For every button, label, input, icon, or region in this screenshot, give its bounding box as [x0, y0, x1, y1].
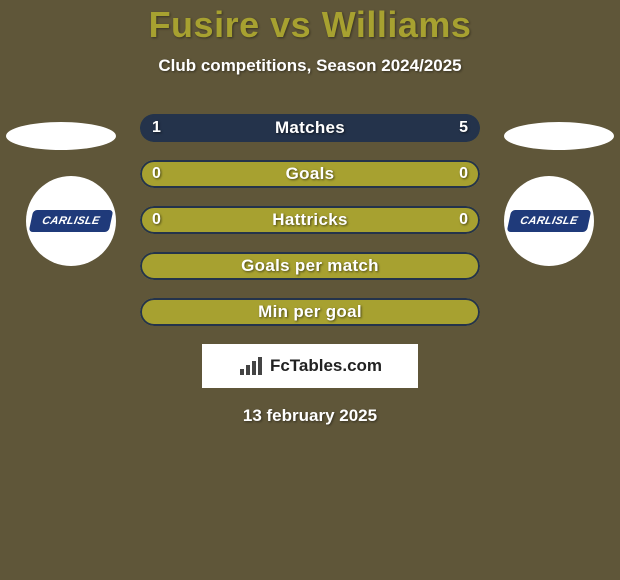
stat-label: Goals: [140, 160, 480, 188]
stat-value-right: 0: [447, 160, 480, 188]
stats-block: Matches15Goals00Hattricks00Goals per mat…: [140, 114, 480, 326]
club-name-right: CARLISLE: [519, 215, 579, 227]
attribution-text: FcTables.com: [270, 356, 382, 376]
stat-value-right: 0: [447, 206, 480, 234]
country-flag-left: [6, 122, 116, 150]
stat-row: Matches1 5: [140, 114, 480, 142]
stat-row: Hattricks0 0: [140, 206, 480, 234]
club-plate: CARLISLE: [29, 210, 114, 232]
stat-value-right: 5: [447, 114, 480, 142]
vs-separator: vs: [270, 4, 311, 45]
player-left-name: Fusire: [149, 4, 260, 45]
player-right-name: Williams: [322, 4, 472, 45]
stat-label: Goals per match: [140, 252, 480, 280]
country-flag-right: [504, 122, 614, 150]
subtitle: Club competitions, Season 2024/2025: [0, 56, 620, 76]
stat-row: Min per goal: [140, 298, 480, 326]
stat-value-left: 0: [140, 206, 173, 234]
attribution-badge: FcTables.com: [202, 344, 418, 388]
stat-value-left: 1: [140, 114, 173, 142]
page-title: Fusire vs Williams: [0, 0, 620, 46]
stat-row: Goals per match: [140, 252, 480, 280]
stat-row: Goals0 0: [140, 160, 480, 188]
bar-chart-icon: [238, 355, 264, 377]
club-name-left: CARLISLE: [41, 215, 101, 227]
club-badge-left: CARLISLE: [26, 176, 116, 266]
stat-label: Min per goal: [140, 298, 480, 326]
stat-value-left: 0: [140, 160, 173, 188]
club-plate: CARLISLE: [507, 210, 592, 232]
club-badge-right: CARLISLE: [504, 176, 594, 266]
date-text: 13 february 2025: [0, 406, 620, 426]
stat-label: Hattricks: [140, 206, 480, 234]
stat-label: Matches: [140, 114, 480, 142]
